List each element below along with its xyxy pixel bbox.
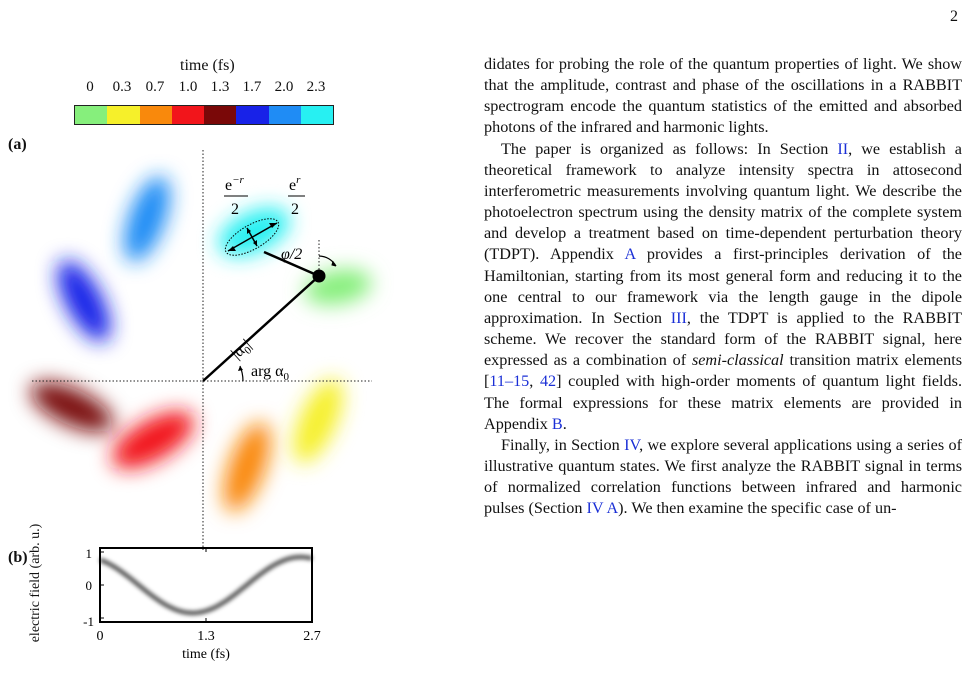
ref-section-3[interactable]: III: [670, 308, 687, 327]
ref-section-4a[interactable]: IV A: [586, 499, 619, 518]
paragraph: The paper is organized as follows: In Se…: [484, 139, 963, 433]
phase-space-plot: e−r 2 er 2 φ/2 |α0| arg α0: [30, 150, 372, 550]
svg-text:0: 0: [86, 578, 93, 593]
ref-section-4[interactable]: IV: [624, 435, 640, 454]
svg-text:2: 2: [231, 201, 239, 218]
colorbar-tick: 2.3: [306, 79, 326, 95]
figure: time (fs) 0 0.3 0.7 1.0 1.3 1.7 2.0 2.3 …: [0, 0, 470, 675]
ref-appendix-a[interactable]: A: [624, 245, 636, 264]
squeeze-major-label: er: [289, 174, 301, 194]
wigner-blob: [57, 260, 111, 342]
svg-text:0: 0: [97, 629, 104, 644]
colorbar-tick: 2.0: [274, 79, 294, 95]
squeeze-ellipse: [224, 218, 280, 256]
wigner-blob: [111, 411, 195, 469]
wigner-blob: [124, 176, 170, 262]
wigner-blob: [218, 207, 290, 257]
paragraph: Finally, in Section IV, we explore sever…: [484, 435, 962, 518]
wigner-blob: [293, 379, 343, 463]
colorbar: [74, 105, 334, 125]
colorbar-tick: 1.7: [242, 79, 262, 95]
electric-field-plot: 1 0 -1 0 1.3 2.7 time (fs): [83, 546, 321, 662]
colorbar-tick: 0: [86, 79, 94, 95]
svg-text:2: 2: [291, 201, 299, 218]
svg-text:1: 1: [86, 546, 93, 561]
panel-a-label: (a): [8, 136, 27, 153]
panel-b-xlabel: time (fs): [182, 647, 230, 662]
colorbar-tick: 1.3: [210, 79, 230, 95]
panel-b-label: (b): [8, 549, 28, 566]
wigner-blob: [223, 422, 271, 512]
colorbar-swatch: [107, 106, 140, 124]
paragraph: didates for probing the role of the quan…: [484, 55, 962, 137]
amplitude-vector: [202, 275, 320, 382]
colorbar-swatch: [204, 106, 237, 124]
svg-text:1.3: 1.3: [197, 629, 215, 644]
colorbar-swatch: [75, 106, 108, 124]
squeeze-axis-line: [263, 250, 320, 278]
arg-label: arg α0: [251, 363, 290, 383]
wigner-blob: [30, 381, 114, 433]
colorbar-tick: 0.7: [145, 79, 165, 95]
colorbar-swatch: [236, 106, 269, 124]
citation-link[interactable]: 15: [513, 372, 530, 391]
citation-link[interactable]: 42: [539, 372, 557, 391]
colorbar-swatch: [268, 106, 301, 124]
svg-text:2.7: 2.7: [303, 629, 321, 644]
page-number: 2: [950, 8, 958, 25]
colorbar-tick: 1.0: [178, 79, 198, 95]
colorbar-title: time (fs): [180, 57, 235, 74]
amplitude-label: |α0|: [228, 336, 256, 364]
wigner-blob: [304, 269, 372, 305]
body-text: didates for probing the role of the quan…: [484, 54, 962, 519]
colorbar-tick: 0.3: [112, 79, 132, 95]
colorbar-swatch: [300, 106, 333, 124]
svg-text:-1: -1: [83, 614, 94, 629]
ref-appendix-b[interactable]: B: [551, 414, 563, 433]
ref-section-2[interactable]: II: [837, 139, 849, 158]
panel-b-ylabel: electric field (arb. u.): [28, 523, 43, 643]
squeeze-minor-label: e−r: [225, 174, 245, 194]
phase-label: φ/2: [281, 246, 302, 263]
colorbar-swatch: [139, 106, 172, 124]
citation-link[interactable]: 11: [489, 372, 505, 391]
colorbar-swatch: [171, 106, 204, 124]
